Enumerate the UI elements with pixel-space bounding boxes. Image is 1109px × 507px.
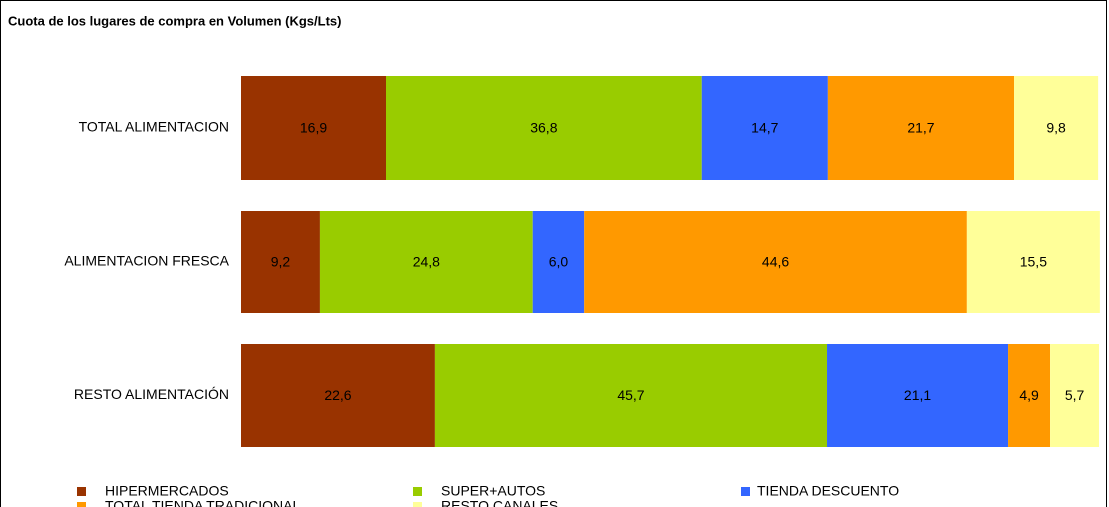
value-label: 21,7 [907, 120, 934, 136]
bar-segment [584, 211, 967, 313]
y-tick-label: ALIMENTACION FRESCA [64, 253, 229, 269]
value-label: 24,8 [413, 254, 440, 270]
legend-swatch [77, 487, 86, 496]
bar-segment [241, 344, 435, 447]
value-label: 44,6 [762, 254, 789, 270]
bar-segment [701, 76, 828, 180]
value-label: 6,0 [549, 254, 569, 270]
bar-segment [827, 344, 1009, 447]
value-label: 9,8 [1046, 120, 1066, 136]
legend-swatch [413, 487, 422, 496]
value-label: 9,2 [271, 254, 291, 270]
value-label: 15,5 [1020, 254, 1047, 270]
bar-segment [241, 211, 320, 313]
bar-segment [319, 211, 533, 313]
value-label: 45,7 [617, 387, 644, 403]
bar-segment [966, 211, 1100, 313]
value-label: 14,7 [751, 120, 778, 136]
bar-segment [532, 211, 585, 313]
chart-title: Cuota de los lugares de compra en Volume… [8, 13, 341, 28]
legend-swatch [413, 502, 422, 507]
bar-segment [1008, 344, 1051, 447]
bar-segment [1014, 76, 1099, 180]
value-label: 5,7 [1065, 387, 1085, 403]
y-tick-label: TOTAL ALIMENTACION [79, 119, 229, 135]
value-label: 21,1 [904, 387, 931, 403]
legend-label: HIPERMERCADOS [105, 483, 229, 499]
legend-label: TOTAL TIENDA TRADICIONAL [105, 498, 300, 507]
y-tick-label: RESTO ALIMENTACIÓN [74, 386, 229, 402]
legend-label: TIENDA DESCUENTO [757, 483, 899, 499]
bar-segment [386, 76, 702, 180]
bar-segment [434, 344, 828, 447]
value-label: 4,9 [1019, 387, 1039, 403]
legend-label: SUPER+AUTOS [441, 483, 545, 499]
bar-segment [241, 76, 387, 180]
value-label: 22,6 [324, 387, 351, 403]
value-label: 16,9 [300, 120, 327, 136]
value-label: 36,8 [530, 120, 557, 136]
legend-label: RESTO CANALES [441, 498, 558, 507]
legend-swatch [77, 502, 86, 507]
legend-swatch [741, 487, 750, 496]
bar-segment [827, 76, 1015, 180]
bar-segment [1050, 344, 1099, 447]
